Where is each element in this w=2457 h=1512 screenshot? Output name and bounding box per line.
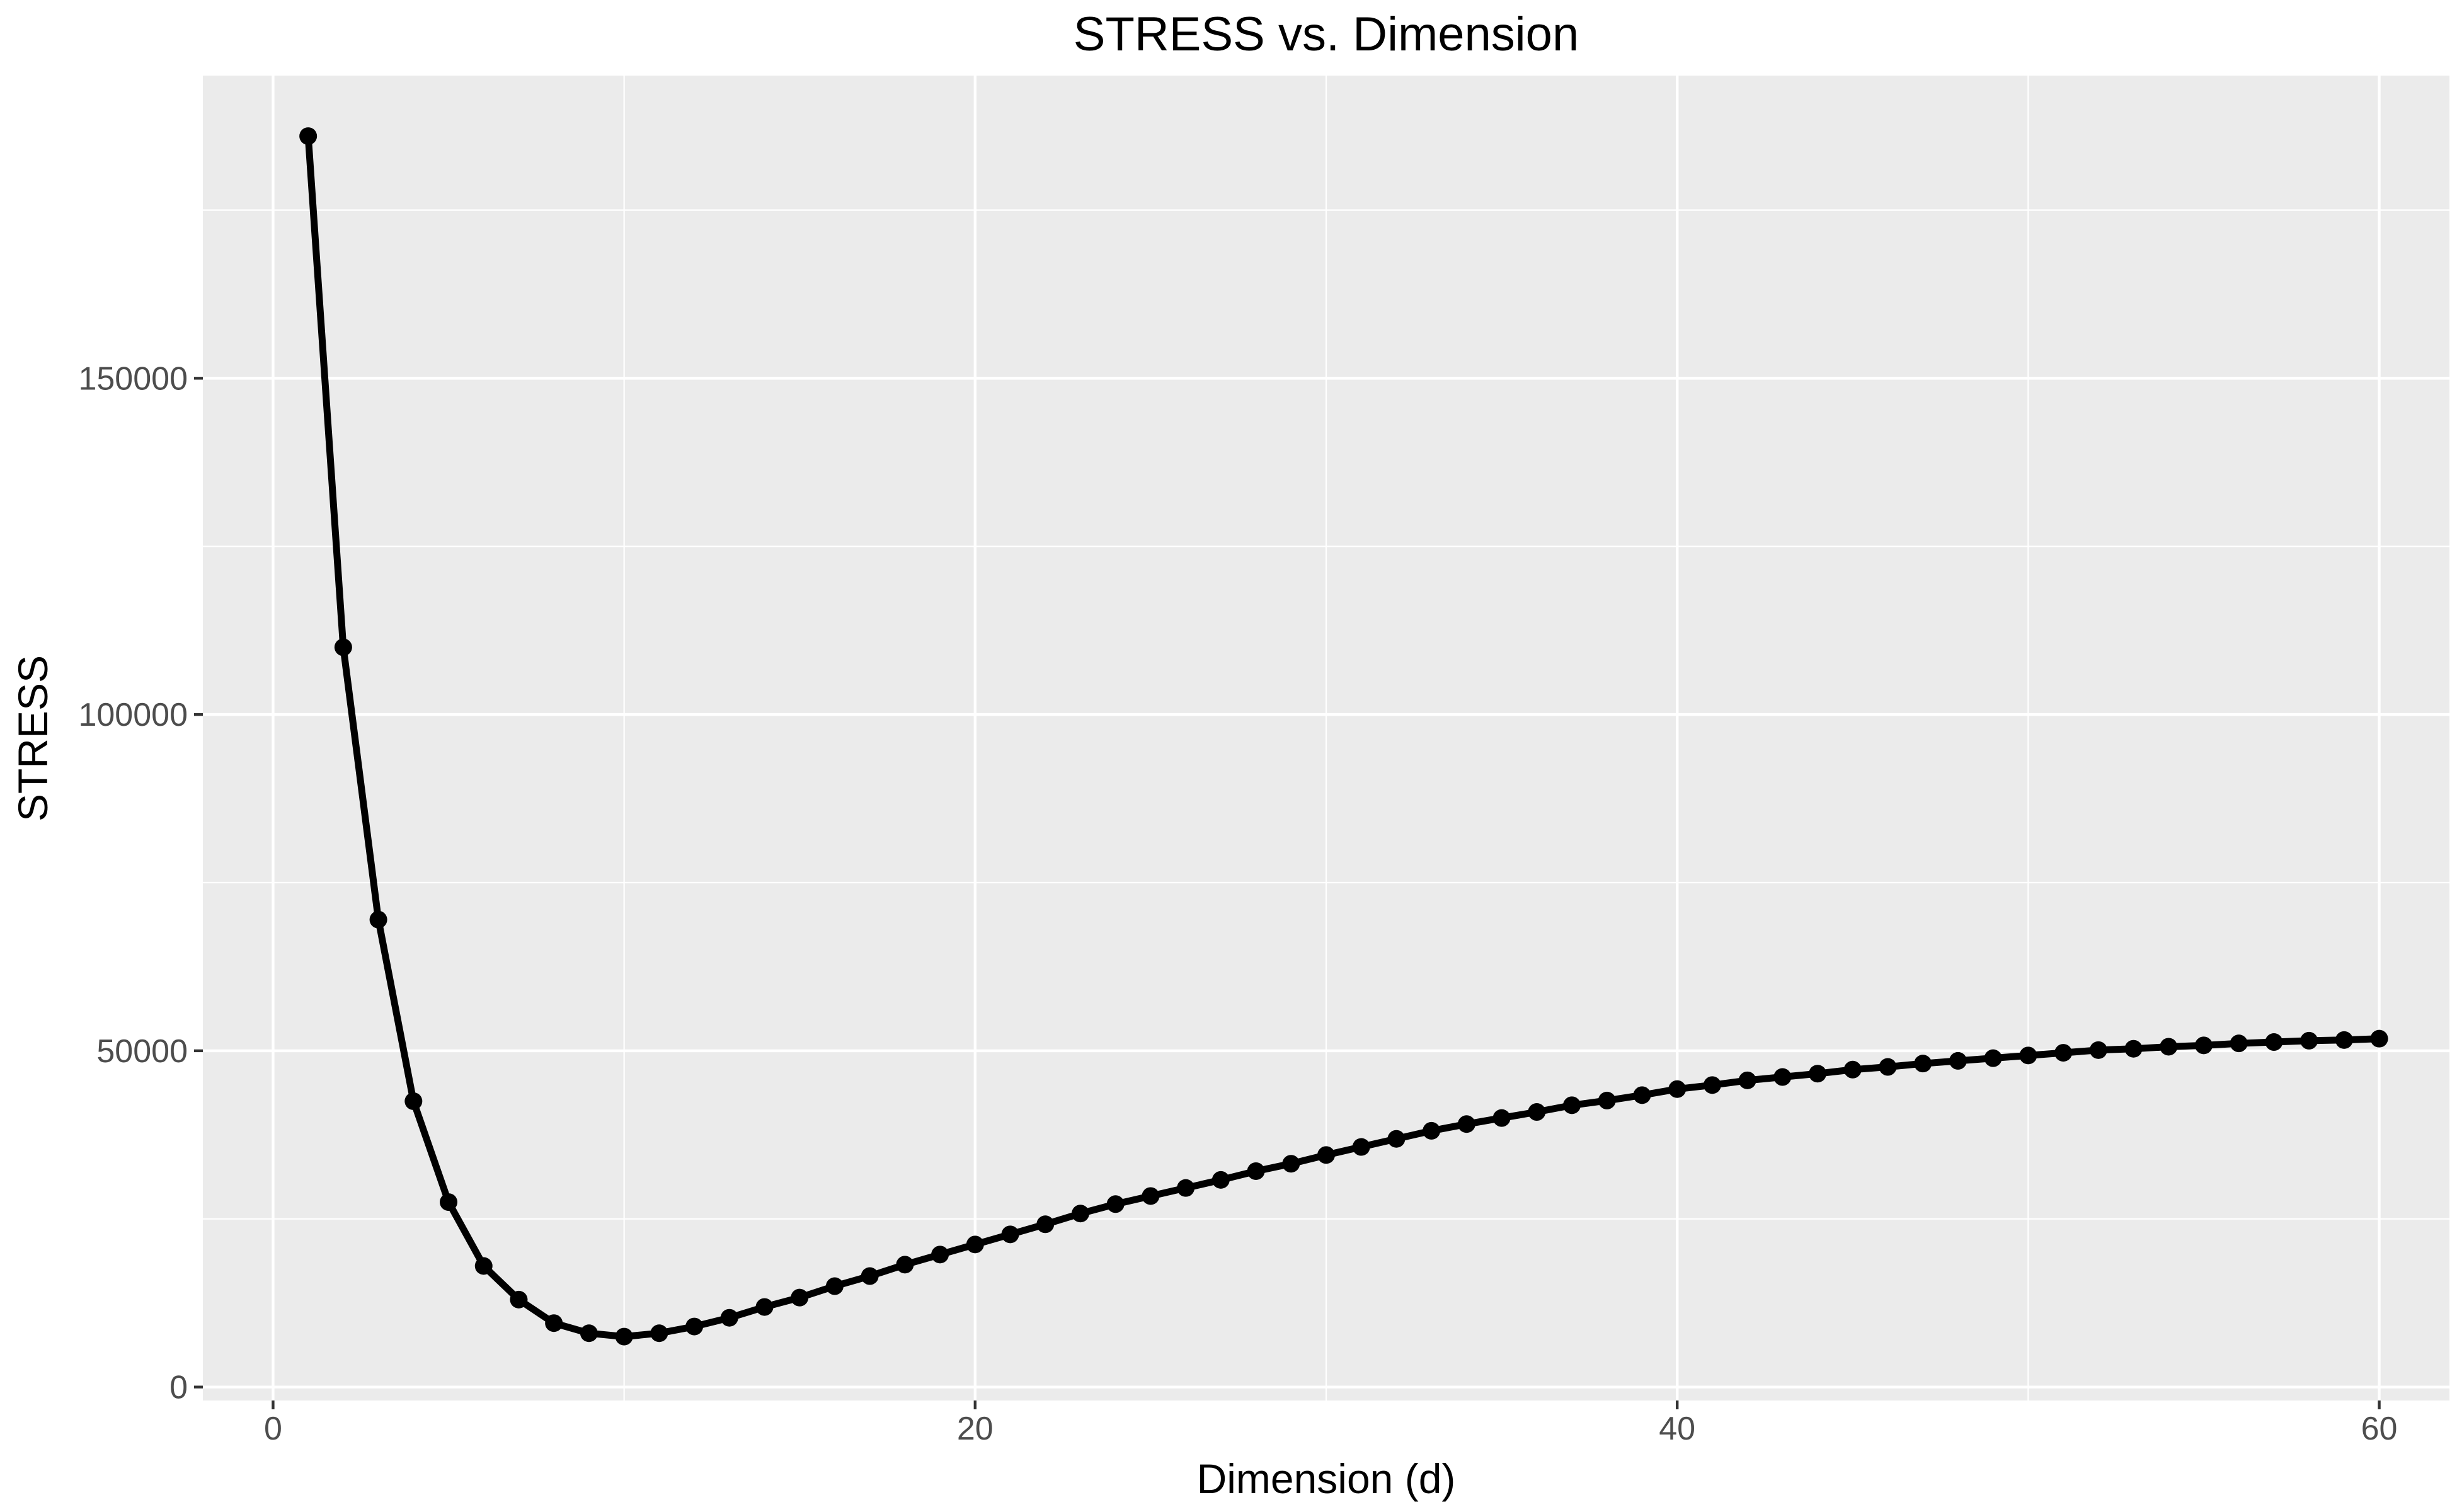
data-point [1106, 1195, 1125, 1213]
y-tick-label: 0 [169, 1370, 188, 1406]
series-layer [299, 127, 2388, 1346]
data-point [1211, 1171, 1230, 1189]
data-point [2019, 1046, 2037, 1065]
data-point [650, 1324, 668, 1343]
grid-minor [203, 76, 2449, 1400]
data-point [1317, 1146, 1335, 1164]
data-point [966, 1235, 984, 1254]
data-point [1036, 1215, 1055, 1234]
data-point [1282, 1155, 1300, 1173]
data-point [1423, 1121, 1441, 1140]
data-point [1387, 1130, 1406, 1148]
data-point [1773, 1068, 1792, 1086]
data-point [1247, 1162, 1265, 1180]
data-point [931, 1246, 949, 1264]
data-point [2230, 1034, 2248, 1053]
data-point [1914, 1055, 1932, 1073]
x-tick-label: 60 [2361, 1411, 2398, 1447]
data-point [755, 1298, 774, 1316]
data-point [1809, 1065, 1827, 1083]
data-point [1177, 1179, 1195, 1197]
data-point [404, 1092, 423, 1110]
y-tick-label: 50000 [96, 1033, 188, 1070]
data-point [2054, 1044, 2073, 1062]
data-point [1528, 1103, 1546, 1121]
data-point [2124, 1040, 2143, 1058]
data-point [1492, 1109, 1511, 1127]
data-point [685, 1317, 704, 1336]
y-axis: 0 50000 100000 150000 [78, 360, 203, 1406]
data-point [1001, 1225, 1019, 1244]
data-point [615, 1327, 633, 1346]
data-point [474, 1257, 493, 1275]
y-tick-label: 100000 [78, 697, 188, 733]
data-point [2160, 1038, 2178, 1056]
data-point [1598, 1091, 1616, 1109]
data-point [1738, 1071, 1756, 1089]
data-point [825, 1277, 844, 1295]
x-axis: 0 20 40 60 [264, 1400, 2398, 1447]
x-axis-title: Dimension (d) [1197, 1455, 1456, 1502]
data-point [1071, 1205, 1089, 1223]
data-point [1563, 1096, 1581, 1114]
data-point [2370, 1029, 2388, 1048]
data-point [1142, 1187, 1160, 1205]
data-point [861, 1267, 879, 1285]
grid-major [203, 76, 2449, 1400]
data-point [1984, 1049, 2002, 1067]
y-tick-label: 150000 [78, 360, 188, 397]
data-point [2300, 1031, 2318, 1050]
data-point [1703, 1076, 1721, 1094]
data-point [791, 1288, 809, 1307]
data-point [545, 1314, 563, 1332]
x-tick-label: 40 [1659, 1411, 1695, 1447]
data-point [1668, 1080, 1687, 1098]
data-point [580, 1324, 598, 1343]
data-point [1633, 1086, 1651, 1104]
data-point [299, 127, 318, 146]
data-point [2335, 1031, 2353, 1049]
y-axis-title: STRESS [9, 655, 56, 822]
data-point [1843, 1060, 1862, 1079]
x-tick-label: 0 [264, 1411, 282, 1447]
data-point [720, 1309, 738, 1327]
data-point [1457, 1115, 1475, 1133]
data-point [1352, 1138, 1370, 1156]
chart-title: STRESS vs. Dimension [1074, 8, 1579, 61]
data-point [510, 1290, 528, 1309]
data-point [2089, 1041, 2107, 1059]
data-point [2265, 1033, 2283, 1051]
data-point [334, 638, 352, 656]
data-point [2194, 1036, 2213, 1055]
data-point [1879, 1058, 1897, 1076]
data-point [1949, 1051, 1967, 1070]
data-point [440, 1193, 458, 1211]
data-point [896, 1256, 914, 1274]
x-tick-label: 20 [957, 1411, 994, 1447]
data-point [369, 910, 387, 929]
